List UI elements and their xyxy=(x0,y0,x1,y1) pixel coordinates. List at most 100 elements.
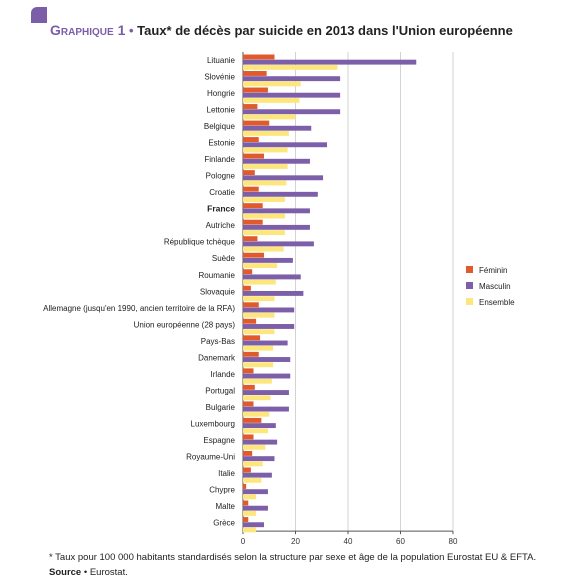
bar-ensemble xyxy=(243,378,272,384)
category-label: Lettonie xyxy=(207,106,236,115)
bar-ensemble xyxy=(243,197,285,202)
bar-ensemble xyxy=(243,130,289,136)
source-line: Source • Eurostat. xyxy=(49,567,128,578)
category-label: France xyxy=(207,204,235,214)
bar-feminin xyxy=(243,170,255,176)
category-label: Slovaquie xyxy=(200,287,236,296)
bar-ensemble xyxy=(243,527,257,533)
bar-ensemble xyxy=(243,147,288,153)
bar-ensemble xyxy=(243,246,284,252)
bar-feminin xyxy=(243,484,247,489)
bar-masculin xyxy=(243,456,275,462)
bar-masculin xyxy=(243,324,295,329)
bar-masculin xyxy=(243,59,417,65)
x-tick-label: 0 xyxy=(241,537,246,545)
bar-ensemble xyxy=(243,81,301,87)
bar-feminin xyxy=(243,351,259,357)
bar-feminin xyxy=(243,450,253,456)
bar-masculin xyxy=(243,307,295,313)
bar-masculin xyxy=(243,439,278,445)
category-label: Finlande xyxy=(204,155,235,164)
category-label: Autriche xyxy=(206,221,236,230)
category-label: Luxembourg xyxy=(191,419,235,428)
bar-ensemble xyxy=(243,97,300,103)
bar-feminin xyxy=(243,434,254,440)
bar-feminin xyxy=(243,467,251,473)
bar-ensemble xyxy=(243,263,278,269)
title-label: Graphique 1 xyxy=(50,22,126,38)
category-label: Slovénie xyxy=(204,73,235,82)
legend-swatch-masculin xyxy=(466,282,473,289)
x-tick-label: 60 xyxy=(396,537,405,545)
bar-masculin xyxy=(243,109,341,115)
title-bullet: • xyxy=(128,23,134,38)
bar-ensemble xyxy=(243,345,274,351)
bar-ensemble xyxy=(243,395,271,401)
source-text: Eurostat. xyxy=(89,567,128,578)
bar-ensemble xyxy=(243,296,275,302)
category-label: Chypre xyxy=(209,486,235,495)
bar-masculin xyxy=(243,340,288,346)
bar-ensemble xyxy=(243,180,287,186)
category-label: Espagne xyxy=(203,436,235,445)
bar-ensemble xyxy=(243,164,288,169)
bar-ensemble xyxy=(243,411,270,417)
bar-masculin xyxy=(243,505,268,511)
category-label: Suède xyxy=(212,254,236,263)
bar-feminin xyxy=(243,417,262,423)
bar-feminin xyxy=(243,186,259,192)
bar-ensemble xyxy=(243,312,275,318)
category-label: Malte xyxy=(215,502,235,511)
source-bullet: • xyxy=(83,567,88,578)
bar-feminin xyxy=(243,153,264,159)
bar-masculin xyxy=(243,257,293,263)
bar-masculin xyxy=(243,423,276,429)
bar-ensemble xyxy=(243,477,262,483)
bar-masculin xyxy=(243,158,310,164)
bar-feminin xyxy=(243,54,275,60)
bar-feminin xyxy=(243,384,255,390)
bar-masculin xyxy=(243,191,318,197)
category-label: Pays-Bas xyxy=(201,337,235,346)
category-label: Italie xyxy=(218,469,235,478)
footnote: * Taux pour 100 000 habitants standardis… xyxy=(49,552,537,563)
bar-masculin xyxy=(243,125,312,131)
category-label: Portugal xyxy=(205,386,235,395)
bar-masculin xyxy=(243,175,324,181)
bar-feminin xyxy=(243,252,264,258)
category-label: Allemagne (jusqu'en 1990, ancien territo… xyxy=(43,304,235,313)
bar-ensemble xyxy=(243,279,276,285)
bar-ensemble xyxy=(243,114,296,120)
bar-ensemble xyxy=(243,510,257,516)
bar-feminin xyxy=(243,401,254,407)
legend-swatch-ensemble xyxy=(466,298,473,305)
bar-masculin xyxy=(243,472,272,478)
category-label: République tchèque xyxy=(164,238,236,247)
bar-feminin xyxy=(243,120,270,126)
legend-label: Féminin xyxy=(479,266,507,275)
bar-masculin xyxy=(243,142,327,148)
category-label: Irlande xyxy=(211,370,236,379)
bar-feminin xyxy=(243,335,261,341)
bar-ensemble xyxy=(243,64,338,70)
bar-feminin xyxy=(243,219,263,225)
bar-masculin xyxy=(243,522,264,528)
bar-masculin xyxy=(243,290,304,296)
legend-label: Masculin xyxy=(479,282,511,291)
bar-masculin xyxy=(243,390,289,395)
bar-ensemble xyxy=(243,230,285,235)
bar-feminin xyxy=(243,137,259,142)
bar-ensemble xyxy=(243,494,257,500)
bar-ensemble xyxy=(243,428,268,434)
category-label: Royaume-Uni xyxy=(186,452,235,461)
bar-masculin xyxy=(243,208,310,214)
legend-swatch-feminin xyxy=(466,266,473,273)
bar-chart: 0 20 40 60 80 Lituanie Slovénie Hongrie Lettonie… xyxy=(43,52,515,545)
source-label: Source xyxy=(49,567,82,578)
category-label: Croatie xyxy=(209,188,235,197)
legend-label: Ensemble xyxy=(479,298,515,307)
x-tick-label: 80 xyxy=(449,537,458,545)
bar-ensemble xyxy=(243,444,266,450)
bar-feminin xyxy=(243,517,249,522)
bar-feminin xyxy=(243,368,254,374)
